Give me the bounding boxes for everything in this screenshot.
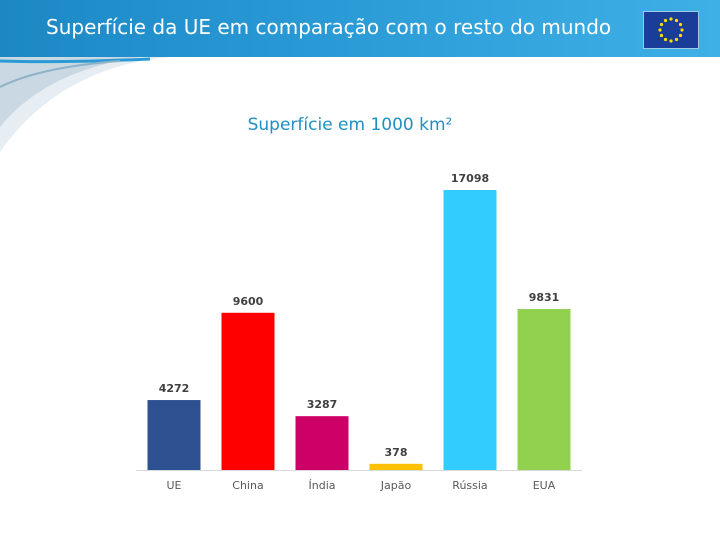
flag-star xyxy=(674,18,679,23)
flag-star xyxy=(669,39,673,43)
data-label-2: 3287 xyxy=(307,398,338,411)
bar-4 xyxy=(443,190,497,470)
bar-5 xyxy=(517,309,571,470)
slide-title: Superfície da UE em comparação com o res… xyxy=(46,15,612,39)
x-tick-label-5: EUA xyxy=(533,479,556,492)
flag-star xyxy=(658,28,662,32)
flag-star xyxy=(680,28,684,32)
flag-star xyxy=(659,33,664,38)
x-tick-label-4: Rússia xyxy=(452,479,487,492)
flag-star xyxy=(674,37,679,42)
chart-title: Superfície em 1000 km² xyxy=(247,115,453,135)
decorative-swoosh xyxy=(0,57,170,152)
flag-star xyxy=(669,17,673,21)
x-tick-label-0: UE xyxy=(166,479,181,492)
data-label-4: 17098 xyxy=(451,172,489,185)
bar-3 xyxy=(369,463,423,470)
flag-star xyxy=(663,37,668,42)
data-label-0: 4272 xyxy=(159,382,190,395)
flag-star xyxy=(663,18,668,23)
bar-0 xyxy=(147,400,201,470)
x-tick-label-2: Índia xyxy=(309,479,336,492)
data-label-5: 9831 xyxy=(529,291,560,304)
eu-flag-icon xyxy=(643,11,699,49)
x-tick-label-1: China xyxy=(232,479,263,492)
flag-star xyxy=(678,22,683,27)
bar-2 xyxy=(295,416,349,470)
title-bar: Superfície da UE em comparação com o res… xyxy=(0,0,720,57)
flag-star xyxy=(678,33,683,38)
data-label-1: 9600 xyxy=(233,295,264,308)
flag-star xyxy=(659,22,664,27)
x-tick-label-3: Japão xyxy=(380,479,412,492)
data-label-3: 378 xyxy=(385,446,408,459)
bar-1 xyxy=(221,312,275,470)
